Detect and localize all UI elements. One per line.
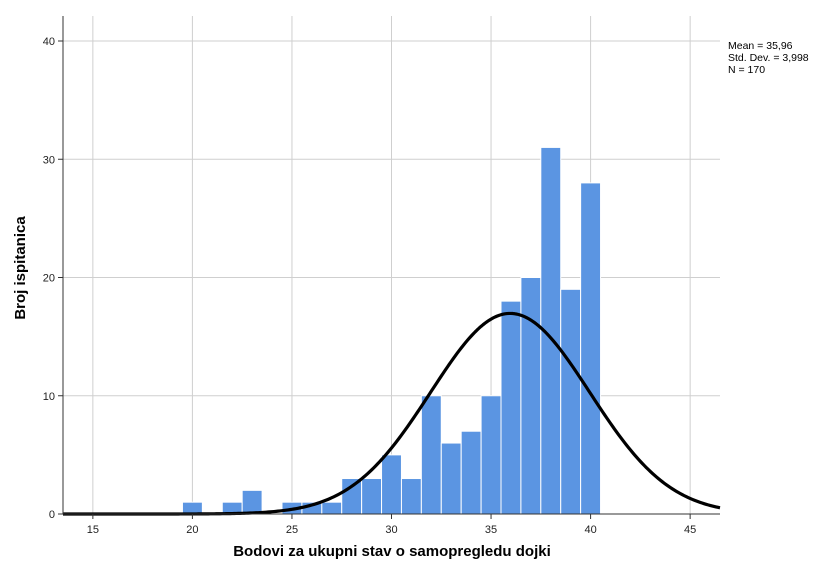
y-tick-label: 40 — [43, 36, 55, 48]
stats-n: N = 170 — [728, 64, 765, 76]
x-tick-label: 20 — [186, 524, 198, 536]
x-tick-label: 25 — [286, 524, 298, 536]
axes — [58, 16, 720, 519]
x-tick-label: 15 — [87, 524, 99, 536]
stats-mean: Mean = 35,96 — [728, 40, 793, 52]
x-tick-label: 30 — [385, 524, 397, 536]
histogram-bar — [460, 430, 482, 515]
histogram-bars — [181, 146, 602, 515]
histogram-bar — [520, 277, 542, 515]
tick-labels: 0 10 20 30 40 15 20 25 30 35 40 45 — [43, 36, 697, 536]
x-tick-label: 40 — [584, 524, 596, 536]
y-tick-label: 30 — [43, 154, 55, 166]
histogram-bar — [580, 182, 602, 515]
y-axis-title: Broj ispitanica — [12, 216, 29, 320]
histogram-bar — [440, 442, 462, 515]
y-tick-label: 0 — [49, 509, 55, 521]
histogram-bar — [341, 478, 363, 515]
x-tick-label: 35 — [485, 524, 497, 536]
histogram-bar — [400, 478, 422, 515]
stats-std-dev: Std. Dev. = 3,998 — [728, 52, 809, 64]
histogram-bar — [241, 489, 263, 515]
y-tick-label: 10 — [43, 391, 55, 403]
y-tick-label: 20 — [43, 273, 55, 285]
x-tick-label: 45 — [684, 524, 696, 536]
histogram-bar — [381, 454, 402, 515]
histogram-bar — [361, 478, 383, 515]
histogram-bar — [321, 501, 343, 515]
x-axis-title: Bodovi za ukupni stav o samopregledu doj… — [233, 543, 551, 560]
histogram-bar — [480, 395, 502, 515]
histogram-bar — [181, 501, 203, 515]
histogram-bar — [420, 395, 442, 515]
histogram-bar — [500, 300, 522, 515]
histogram-bar — [560, 288, 582, 515]
